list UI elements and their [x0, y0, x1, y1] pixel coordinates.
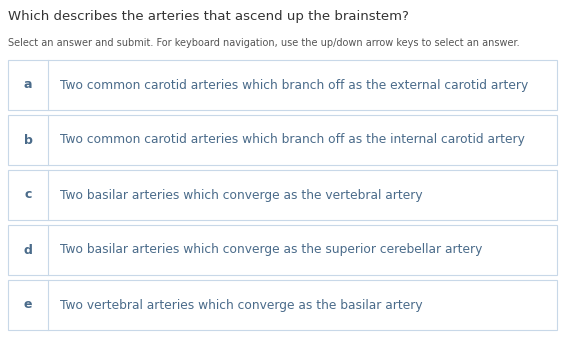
- Bar: [8, 60, 557, 110]
- Text: e: e: [24, 298, 32, 312]
- Bar: [8, 170, 557, 220]
- Text: Two common carotid arteries which branch off as the internal carotid artery: Two common carotid arteries which branch…: [60, 134, 525, 146]
- Text: Two common carotid arteries which branch off as the external carotid artery: Two common carotid arteries which branch…: [60, 79, 528, 91]
- Text: Two basilar arteries which converge as the vertebral artery: Two basilar arteries which converge as t…: [60, 189, 423, 202]
- Bar: [8, 280, 557, 330]
- Text: a: a: [24, 79, 32, 91]
- Text: Two basilar arteries which converge as the superior cerebellar artery: Two basilar arteries which converge as t…: [60, 244, 482, 257]
- Text: c: c: [24, 189, 32, 202]
- Bar: [8, 225, 557, 275]
- Bar: [8, 115, 557, 165]
- Text: Which describes the arteries that ascend up the brainstem?: Which describes the arteries that ascend…: [8, 10, 409, 23]
- Text: Two vertebral arteries which converge as the basilar artery: Two vertebral arteries which converge as…: [60, 298, 423, 312]
- Text: d: d: [24, 244, 33, 257]
- Text: Select an answer and submit. For keyboard navigation, use the up/down arrow keys: Select an answer and submit. For keyboar…: [8, 38, 520, 48]
- Text: b: b: [24, 134, 33, 146]
